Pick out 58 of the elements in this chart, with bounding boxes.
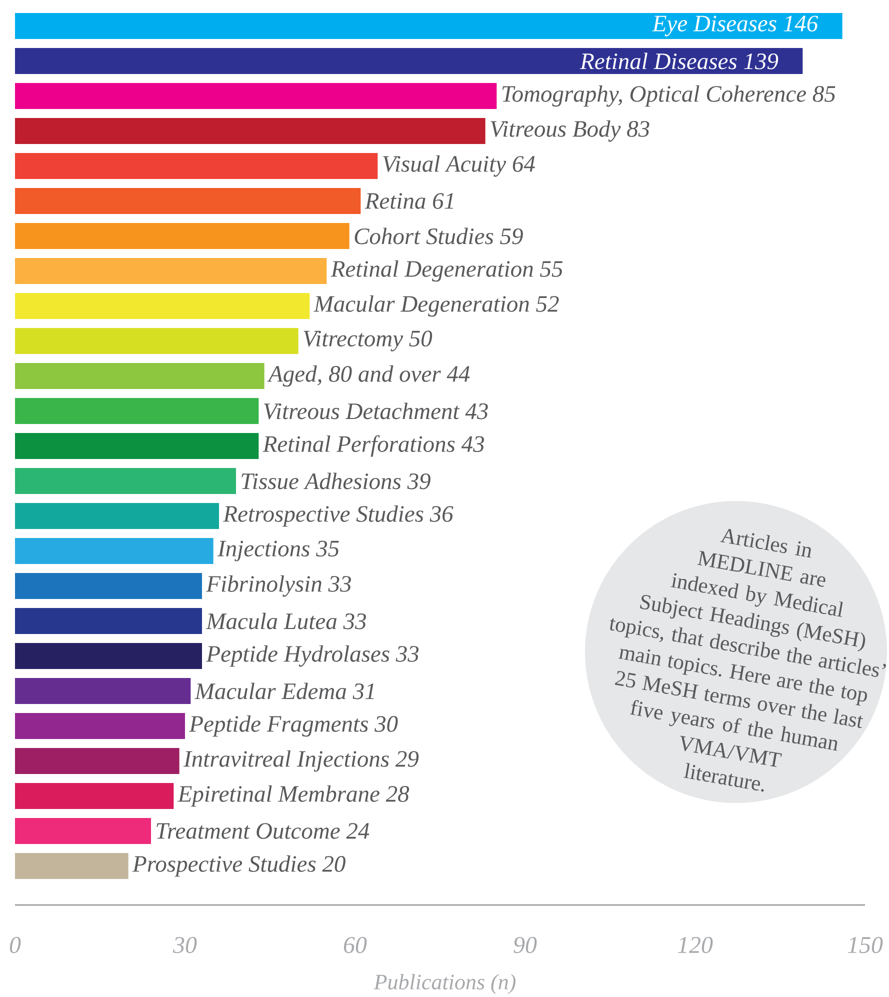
y-tick-label: Peptide Fragments 30: [189, 715, 398, 737]
bar: [15, 748, 180, 774]
bar: [15, 328, 298, 354]
y-tick-label: Vitreous Detachment 43: [264, 402, 488, 420]
bar: [15, 13, 842, 40]
bar: [15, 258, 327, 284]
x-tick-label: 120: [678, 936, 713, 954]
bar: [15, 433, 259, 460]
bar: [15, 818, 151, 844]
bar: [15, 48, 803, 74]
bar: [15, 538, 214, 564]
x-tick-label: 90: [514, 936, 537, 954]
bar: [15, 853, 128, 880]
bar: [15, 398, 259, 424]
y-tick-label: Peptide Hydrolases 33: [206, 645, 419, 667]
bar: [15, 783, 174, 810]
y-tick-label: Injections 35: [217, 540, 339, 562]
y-tick-label: Eye Diseases 146: [652, 16, 818, 36]
bar: [15, 573, 202, 600]
y-tick-label: Retrospective Studies 36: [223, 505, 454, 527]
bar: [15, 643, 202, 670]
y-tick-label: Retinal Perforations 43: [262, 435, 484, 457]
y-tick-label: Fibrinolysin 33: [206, 575, 351, 597]
y-tick-label: Prospective Studies 20: [132, 855, 346, 877]
y-tick-label: Vitreous Body 83: [490, 120, 650, 142]
bar: [15, 293, 310, 320]
y-tick-label: Macular Degeneration 52: [314, 295, 559, 317]
x-axis-title: Publications (n): [374, 974, 516, 994]
y-tick-label: Cohort Studies 59: [354, 228, 523, 244]
x-tick-label: 30: [172, 936, 197, 954]
y-tick-label: Retinal Diseases 139: [580, 52, 778, 70]
y-tick-label: Macula Lutea 33: [206, 612, 366, 630]
x-tick-label: 150: [848, 936, 883, 954]
y-tick-label: Tissue Adhesions 39: [242, 472, 430, 490]
bar: [15, 363, 264, 390]
y-tick-label: Retinal Degeneration 55: [330, 260, 563, 282]
bar: [15, 713, 185, 740]
bar: [15, 223, 350, 250]
bar: [15, 83, 497, 110]
bar: [15, 468, 236, 494]
bar: [15, 503, 219, 530]
y-tick-label: Intravitreal Injections 29: [183, 750, 419, 772]
y-tick-label: Epiretinal Membrane 28: [178, 785, 410, 807]
bar: [15, 153, 378, 180]
y-tick-label: Macular Edema 31: [194, 682, 374, 700]
y-tick-label: Treatment Outcome 24: [156, 823, 370, 839]
y-tick-label: Aged, 80 and over 44: [267, 365, 470, 387]
text: Articles in MEDLINE are indexed by Medical Subject Headings (MeSH) topics, that describe the articles’ main topics. Here are the top 25 MeSH terms over the last five years of the human VMA/VMT literature.: [610, 528, 886, 792]
y-tick-label: Tomography, Optical Coherence 85: [502, 85, 836, 107]
y-tick-label: Retina 61: [364, 193, 454, 209]
y-tick-label: Visual Acuity 64: [383, 155, 535, 177]
bar: [15, 608, 202, 634]
x-tick-label: 0: [10, 936, 21, 954]
bar: [15, 118, 486, 144]
x-tick-label: 60: [344, 936, 367, 954]
bar: [15, 188, 361, 214]
y-tick-label: Vitrectomy 50: [304, 330, 432, 352]
bar: [15, 678, 191, 704]
